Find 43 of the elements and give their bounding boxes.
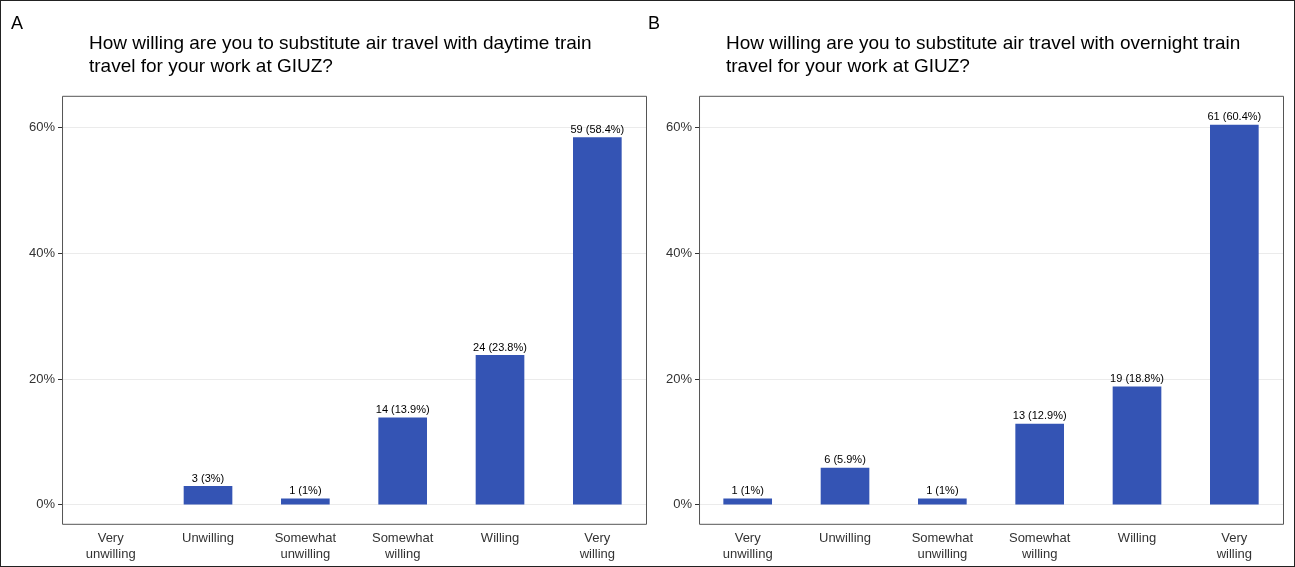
x-tick-label: Somewhat unwilling (911, 530, 974, 561)
text: B (648, 13, 661, 34)
bar (573, 137, 622, 505)
data-label: 3 (3%) (191, 471, 225, 484)
chart-title: How willing are you to substitute air travel with daytime train travel for your work at GIUZ? (89, 31, 593, 77)
x-tick-label: Willing (480, 530, 520, 546)
chart-title: How willing are you to substitute air travel with overnight train travel for your work at GIUZ? (726, 31, 1242, 77)
data-label: 1 (1%) (731, 484, 764, 497)
bar (1015, 423, 1065, 505)
data-label: 1 (1%) (926, 484, 959, 497)
y-tick-label: 20% (665, 370, 693, 386)
x-tick-label: Very unwilling (722, 530, 773, 561)
x-tick-label: Somewhat unwilling (274, 530, 337, 561)
x-tick-label: Very unwilling (85, 530, 136, 561)
bar (378, 417, 428, 505)
bar (1112, 386, 1162, 505)
y-tick-label: 40% (28, 244, 56, 260)
y-tick-label: 60% (28, 118, 56, 134)
bar (475, 355, 525, 505)
data-label: 61 (60.4%) (1207, 110, 1262, 123)
text: A (11, 13, 24, 34)
data-label: 24 (23.8%) (473, 340, 527, 353)
x-tick-label: Somewhat willing (371, 530, 434, 561)
bar (1210, 124, 1259, 505)
y-tick-label: 20% (28, 370, 56, 386)
data-label: 6 (5.9%) (824, 453, 866, 466)
y-tick-label: 0% (36, 496, 56, 512)
data-label: 14 (13.9%) (375, 402, 430, 415)
y-tick-label: 60% (665, 118, 693, 134)
x-tick-label: Willing (1117, 530, 1157, 546)
data-label: 59 (58.4%) (570, 122, 625, 135)
data-label: 1 (1%) (289, 484, 322, 497)
x-tick-label: Unwilling (819, 530, 872, 546)
y-tick-label: 0% (673, 496, 693, 512)
data-label: 13 (12.9%) (1012, 409, 1067, 422)
bar (183, 486, 233, 505)
x-tick-label: Somewhat willing (1008, 530, 1071, 561)
x-tick-label: Very willing (1215, 530, 1253, 561)
y-tick-label: 40% (665, 244, 693, 260)
bar (820, 467, 870, 505)
x-tick-label: Very willing (578, 530, 616, 561)
data-label: 19 (18.8%) (1110, 372, 1164, 385)
x-tick-label: Unwilling (182, 530, 235, 546)
